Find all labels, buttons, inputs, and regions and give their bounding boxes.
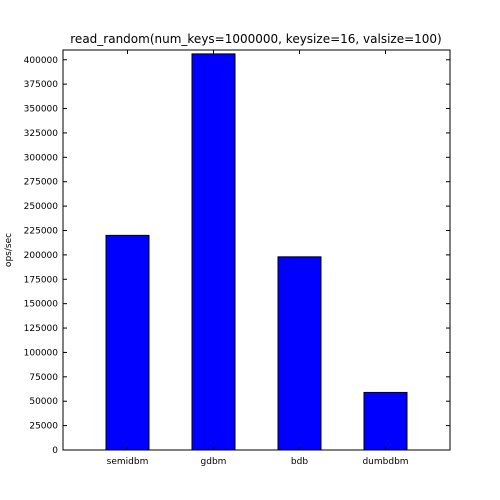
y-tick-label: 100000: [24, 348, 59, 358]
bar-dumbdbm: [363, 391, 408, 451]
plot-frame: [62, 49, 451, 451]
y-tick-label: 150000: [24, 300, 59, 310]
y-tick-label: 375000: [24, 80, 59, 90]
bar-bdb: [277, 256, 322, 451]
y-tick-label: 400000: [24, 56, 59, 66]
x-tick-label: semidbm: [107, 457, 149, 467]
y-tick-label: 75000: [29, 373, 58, 383]
x-tick-label: bdb: [291, 457, 308, 467]
y-tick-label: 225000: [24, 226, 59, 236]
y-tick-label: 25000: [29, 422, 58, 432]
x-tick-label: gdbm: [201, 457, 227, 467]
x-axis-ticks: semidbm gdbm bdb dumbdbm: [107, 50, 409, 467]
y-tick-label: 125000: [24, 324, 59, 334]
bar-gdbm: [191, 53, 236, 451]
x-tick-label: dumbdbm: [362, 457, 408, 467]
bar-semidbm: [105, 234, 150, 451]
y-tick-label: 300000: [24, 153, 59, 163]
y-axis-ticks: 0 25000 50000 75000 100000 125000 150000 175000…: [24, 56, 450, 456]
y-tick-label: 350000: [24, 105, 59, 115]
y-tick-label: 0: [52, 446, 58, 456]
y-tick-label: 175000: [24, 275, 59, 285]
bars-group: [105, 53, 408, 451]
y-tick-label: 50000: [29, 397, 58, 407]
chart-title: read_random(num_keys=1000000, keysize=16…: [70, 32, 441, 46]
y-tick-label: 275000: [24, 178, 59, 188]
y-tick-label: 325000: [24, 129, 59, 139]
y-tick-label: 250000: [24, 202, 59, 212]
y-axis-label: ops/sec: [4, 233, 14, 267]
y-tick-label: 200000: [24, 251, 59, 261]
